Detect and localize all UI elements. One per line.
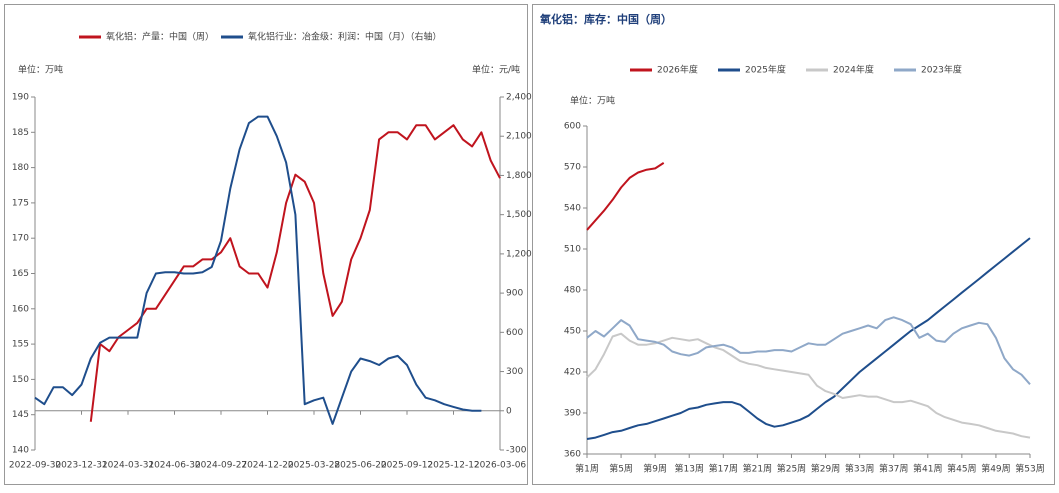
y-tick-label: 600 [564, 122, 581, 132]
x-tick-label: 2023-12-31 [55, 461, 107, 471]
legend-label: 氧化铝行业：冶金级：利润：中国（月）（右轴） [248, 31, 442, 43]
x-tick-label: 2025-03-28 [288, 461, 341, 471]
x-tick-label: 第33周 [845, 463, 874, 475]
x-tick-label: 2024-03-31 [102, 461, 154, 471]
y-tick-label: 170 [12, 234, 29, 244]
x-tick-label: 第41周 [913, 463, 942, 475]
right-panel [532, 4, 1055, 485]
y-tick-label: 180 [12, 163, 29, 173]
chart-title: 氧化铝：库存：中国（周） [539, 12, 672, 26]
x-tick-label: 第9周 [643, 463, 667, 475]
x-tick-label: 2024-06-30 [148, 461, 201, 471]
x-tick-label: 2025-06-20 [334, 461, 387, 471]
y-tick-label: 165 [12, 269, 29, 279]
x-tick-label: 第13周 [675, 463, 704, 475]
legend-label: 2026年度 [657, 64, 698, 76]
x-tick-label: 2022-09-30 [9, 461, 62, 471]
x-tick-label: 第49周 [981, 463, 1010, 475]
y2-tick-label: 1,200 [506, 249, 532, 259]
y-tick-label: 450 [564, 327, 581, 337]
legend-label: 2023年度 [921, 64, 962, 76]
x-tick-label: 第5周 [609, 463, 633, 475]
y-tick-label: 420 [564, 368, 581, 378]
y-tick-label: 150 [12, 375, 29, 385]
y-tick-label: 160 [12, 304, 29, 314]
series-line [586, 162, 665, 231]
x-tick-label: 第17周 [709, 463, 738, 475]
legend-label: 2024年度 [833, 64, 874, 76]
y2-tick-label: 2,400 [506, 93, 532, 103]
y-tick-label: 190 [12, 93, 29, 103]
series-line [586, 237, 1031, 440]
y-tick-label: 175 [12, 198, 29, 208]
x-tick-label: 第21周 [743, 463, 772, 475]
y-tick-label: 570 [564, 163, 581, 173]
y2-tick-label: 0 [506, 406, 512, 416]
y2-tick-label: 2,100 [506, 132, 532, 142]
left-panel [4, 4, 528, 485]
x-tick-label: 2025-12-12 [427, 461, 479, 471]
x-tick-label: 第45周 [947, 463, 976, 475]
series-line [89, 124, 501, 422]
y2-tick-label: 1,500 [506, 210, 532, 220]
y2-tick-label: 900 [506, 289, 523, 299]
y-tick-label: 510 [564, 245, 581, 255]
x-tick-label: 2024-09-27 [195, 461, 247, 471]
y-tick-label: 145 [12, 410, 29, 420]
x-tick-label: 2025-09-12 [381, 461, 433, 471]
x-tick-label: 2026-03-06 [474, 461, 527, 471]
x-tick-label: 第25周 [777, 463, 806, 475]
legend-label: 氧化铝：产量：中国（周） [106, 31, 214, 43]
y-unit: 单位：万吨 [18, 64, 63, 76]
x-tick-label: 第29周 [811, 463, 840, 475]
y-tick-label: 155 [12, 340, 29, 350]
y-tick-label: 140 [12, 446, 29, 456]
x-tick-label: 2024-12-20 [241, 461, 294, 471]
series-line [586, 332, 1031, 439]
y2-tick-label: -300 [506, 446, 527, 456]
y-tick-label: 390 [564, 409, 581, 419]
y2-unit: 单位：元/吨 [472, 64, 520, 76]
y-tick-label: 185 [12, 128, 29, 138]
y2-tick-label: 1,800 [506, 171, 532, 181]
y-tick-label: 360 [564, 450, 581, 460]
y-unit: 单位：万吨 [570, 95, 615, 107]
legend-label: 2025年度 [745, 64, 786, 76]
x-tick-label: 第53周 [1015, 463, 1044, 475]
series-line [34, 115, 482, 425]
x-tick-label: 第37周 [879, 463, 908, 475]
y2-tick-label: 600 [506, 328, 523, 338]
x-tick-label: 第1周 [575, 463, 599, 475]
y2-tick-label: 300 [506, 367, 523, 377]
y-tick-label: 540 [564, 204, 581, 214]
series-line [586, 316, 1031, 385]
y-tick-label: 480 [564, 286, 581, 296]
